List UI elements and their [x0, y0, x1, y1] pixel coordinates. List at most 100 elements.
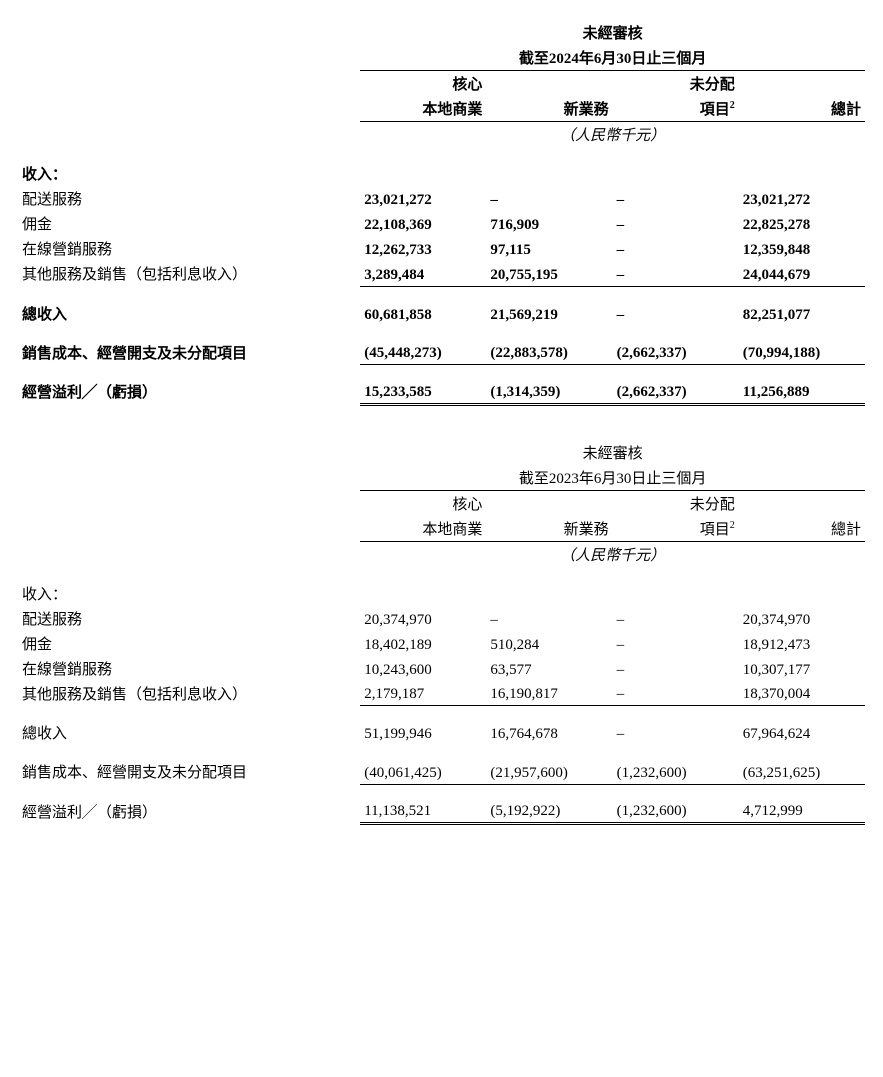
row-label: 配送服務 — [18, 606, 360, 631]
cell: (40,061,425) — [360, 759, 486, 784]
cell: – — [613, 606, 739, 631]
cell: 510,284 — [486, 631, 612, 656]
cell: – — [613, 236, 739, 261]
period-label: 截至2024年6月30日止三個月 — [360, 45, 865, 71]
row-delivery: 配送服務 23,021,272 – – 23,021,272 — [18, 186, 865, 211]
cell: – — [613, 301, 739, 326]
cell: 18,402,189 — [360, 631, 486, 656]
row-label: 經營溢利╱（虧損） — [18, 799, 360, 824]
cell: – — [486, 186, 612, 211]
row-label: 總收入 — [18, 720, 360, 745]
cell: 20,755,195 — [486, 261, 612, 286]
row-op-profit: 經營溢利╱（虧損） 15,233,585 (1,314,359) (2,662,… — [18, 379, 865, 404]
cell: 23,021,272 — [739, 186, 865, 211]
row-commission: 佣金 22,108,369 716,909 – 22,825,278 — [18, 211, 865, 236]
row-commission: 佣金 18,402,189 510,284 – 18,912,473 — [18, 631, 865, 656]
segment-table-2023: 未經審核 截至2023年6月30日止三個月 核心 未分配 本地商業 新業務 項目… — [18, 440, 865, 826]
cell: 16,764,678 — [486, 720, 612, 745]
financial-table: 未經審核 截至2024年6月30日止三個月 核心 未分配 本地商業 新業務 項目… — [18, 20, 865, 406]
cell: – — [613, 681, 739, 706]
col-unalloc-1: 未分配 — [613, 71, 739, 97]
cell: 82,251,077 — [739, 301, 865, 326]
row-label: 在線營銷服務 — [18, 236, 360, 261]
row-cost: 銷售成本、經營開支及未分配項目 (40,061,425) (21,957,600… — [18, 759, 865, 784]
segment-table-2024: 未經審核 截至2024年6月30日止三個月 核心 未分配 本地商業 新業務 項目… — [18, 20, 865, 406]
row-total-revenue: 總收入 60,681,858 21,569,219 – 82,251,077 — [18, 301, 865, 326]
row-op-profit: 經營溢利╱（虧損） 11,138,521 (5,192,922) (1,232,… — [18, 799, 865, 824]
row-total-revenue: 總收入 51,199,946 16,764,678 – 67,964,624 — [18, 720, 865, 745]
unaudited-label: 未經審核 — [360, 20, 865, 45]
cell: 60,681,858 — [360, 301, 486, 326]
cell: (45,448,273) — [360, 340, 486, 365]
row-other: 其他服務及銷售（包括利息收入） 2,179,187 16,190,817 – 1… — [18, 681, 865, 706]
col-core-2: 本地商業 — [360, 516, 486, 542]
cell: 22,108,369 — [360, 211, 486, 236]
row-online-mkt: 在線營銷服務 10,243,600 63,577 – 10,307,177 — [18, 656, 865, 681]
cell: (1,314,359) — [486, 379, 612, 404]
row-label: 其他服務及銷售（包括利息收入） — [18, 261, 360, 286]
row-label: 經營溢利╱（虧損） — [18, 379, 360, 404]
cell: 2,179,187 — [360, 681, 486, 706]
col-unalloc-2: 項目2 — [613, 96, 739, 122]
col-unalloc-2: 項目2 — [613, 516, 739, 542]
cell: 63,577 — [486, 656, 612, 681]
row-label: 其他服務及銷售（包括利息收入） — [18, 681, 360, 706]
row-cost: 銷售成本、經營開支及未分配項目 (45,448,273) (22,883,578… — [18, 340, 865, 365]
col-unalloc-1: 未分配 — [613, 490, 739, 516]
cell: (1,232,600) — [613, 759, 739, 784]
cell: 18,370,004 — [739, 681, 865, 706]
cell: – — [613, 631, 739, 656]
cell: 716,909 — [486, 211, 612, 236]
cell: 15,233,585 — [360, 379, 486, 404]
unit-label: （人民幣千元） — [360, 541, 865, 567]
cell: 4,712,999 — [739, 799, 865, 824]
row-label: 配送服務 — [18, 186, 360, 211]
cell: (5,192,922) — [486, 799, 612, 824]
revenue-header: 收入： — [18, 581, 360, 606]
cell: (2,662,337) — [613, 379, 739, 404]
cell: 18,912,473 — [739, 631, 865, 656]
cell: (1,232,600) — [613, 799, 739, 824]
period-label: 截至2023年6月30日止三個月 — [360, 465, 865, 491]
cell: – — [613, 720, 739, 745]
cell: (22,883,578) — [486, 340, 612, 365]
cell: 10,307,177 — [739, 656, 865, 681]
cell: 20,374,970 — [739, 606, 865, 631]
revenue-header: 收入： — [18, 161, 360, 186]
row-label: 銷售成本、經營開支及未分配項目 — [18, 759, 360, 784]
cell: 10,243,600 — [360, 656, 486, 681]
cell: 11,138,521 — [360, 799, 486, 824]
col-new: 新業務 — [486, 96, 612, 122]
unit-label: （人民幣千元） — [360, 122, 865, 148]
col-total: 總計 — [739, 516, 865, 542]
cell: 21,569,219 — [486, 301, 612, 326]
cell: 67,964,624 — [739, 720, 865, 745]
col-core-2: 本地商業 — [360, 96, 486, 122]
cell: 24,044,679 — [739, 261, 865, 286]
cell: – — [613, 656, 739, 681]
cell: 22,825,278 — [739, 211, 865, 236]
row-label: 總收入 — [18, 301, 360, 326]
financial-table: 未經審核 截至2023年6月30日止三個月 核心 未分配 本地商業 新業務 項目… — [18, 440, 865, 826]
row-label: 佣金 — [18, 631, 360, 656]
cell: – — [486, 606, 612, 631]
cell: – — [613, 211, 739, 236]
unaudited-label: 未經審核 — [360, 440, 865, 465]
col-total: 總計 — [739, 96, 865, 122]
col-new: 新業務 — [486, 516, 612, 542]
row-label: 銷售成本、經營開支及未分配項目 — [18, 340, 360, 365]
cell: 3,289,484 — [360, 261, 486, 286]
cell: 51,199,946 — [360, 720, 486, 745]
cell: (63,251,625) — [739, 759, 865, 784]
cell: (2,662,337) — [613, 340, 739, 365]
cell: 20,374,970 — [360, 606, 486, 631]
row-delivery: 配送服務 20,374,970 – – 20,374,970 — [18, 606, 865, 631]
cell: 11,256,889 — [739, 379, 865, 404]
cell: 12,262,733 — [360, 236, 486, 261]
row-label: 在線營銷服務 — [18, 656, 360, 681]
cell: 23,021,272 — [360, 186, 486, 211]
cell: (70,994,188) — [739, 340, 865, 365]
row-other: 其他服務及銷售（包括利息收入） 3,289,484 20,755,195 – 2… — [18, 261, 865, 286]
row-label: 佣金 — [18, 211, 360, 236]
cell: – — [613, 186, 739, 211]
